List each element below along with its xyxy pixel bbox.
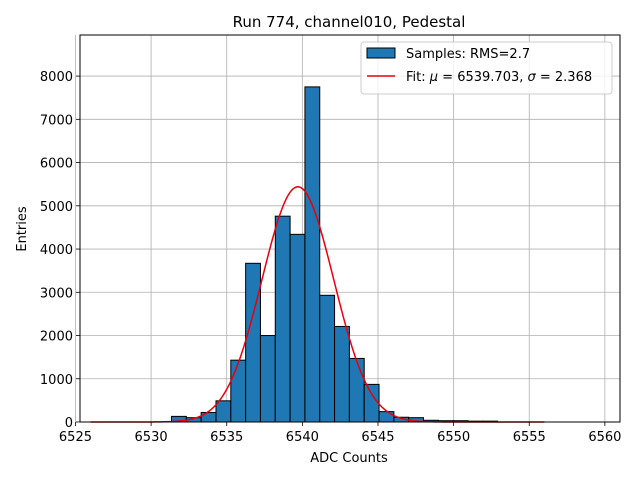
x-tick-label: 6545 — [361, 430, 394, 445]
x-axis-label: ADC Counts — [310, 451, 388, 466]
histogram-bar — [215, 400, 232, 423]
histogram-bar — [230, 359, 247, 423]
legend: Samples: RMS=2.7 Fit: μ = 6539.703, σ = … — [360, 41, 613, 95]
y-tick-label: 8000 — [40, 70, 73, 85]
histogram-bar — [363, 383, 380, 423]
plot-area-frame — [79, 34, 621, 423]
y-axis-label: Entries — [15, 206, 30, 252]
x-tick-label: 6525 — [59, 430, 92, 445]
y-tick-label: 7000 — [40, 113, 73, 128]
histogram-bar — [378, 411, 395, 423]
histogram-bar — [334, 325, 350, 423]
histogram-bar — [259, 335, 276, 423]
legend-patch-samples — [366, 47, 396, 59]
chart-title: Run 774, channel010, Pedestal — [233, 13, 466, 31]
legend-label-fit: Fit: μ = 6539.703, σ = 2.368 — [406, 70, 592, 85]
legend-label-samples: Samples: RMS=2.7 — [406, 47, 530, 62]
histogram-bar — [274, 215, 291, 423]
x-tick-label: 6530 — [135, 430, 168, 445]
histogram-bar — [319, 294, 336, 423]
legend-frame — [360, 41, 613, 95]
y-axis-ticks: 0 1000 2000 3000 4000 5000 6000 7000 8000 — [40, 70, 80, 431]
y-tick-label: 6000 — [40, 157, 73, 172]
x-tick-label: 6535 — [210, 430, 243, 445]
histogram-bar — [304, 86, 321, 423]
y-tick-label: 5000 — [40, 200, 73, 215]
y-tick-label: 4000 — [40, 243, 73, 258]
x-tick-label: 6555 — [513, 430, 546, 445]
x-tick-label: 6550 — [437, 430, 470, 445]
grid-lines — [75, 35, 620, 423]
y-tick-label: 1000 — [40, 373, 73, 388]
x-axis-ticks: 6525 6530 6535 6540 6545 6550 6555 6560 — [59, 422, 621, 445]
histogram-bar — [348, 357, 365, 423]
histogram-bar — [289, 233, 306, 423]
y-tick-label: 3000 — [40, 286, 73, 301]
histogram-bars — [171, 86, 499, 423]
y-tick-label: 2000 — [40, 330, 73, 345]
x-tick-label: 6540 — [286, 430, 319, 445]
y-tick-label: 0 — [65, 416, 73, 431]
x-tick-label: 6560 — [588, 430, 621, 445]
histogram-bar — [245, 262, 261, 423]
